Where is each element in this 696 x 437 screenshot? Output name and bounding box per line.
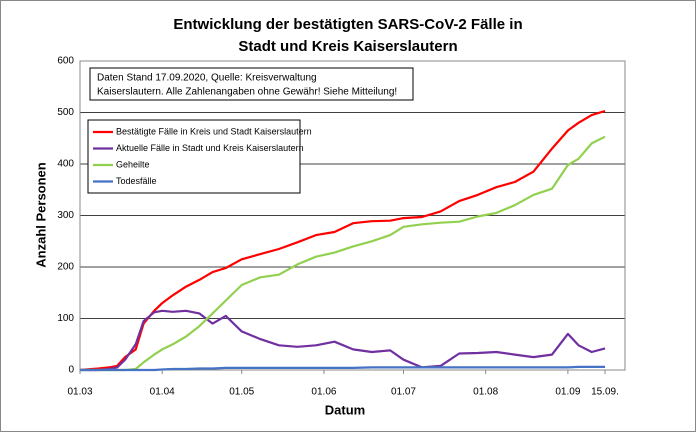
y-tick-label: 200 <box>57 262 74 273</box>
annotation: Kaiserslautern. Alle Zahlenangaben ohne … <box>97 87 397 98</box>
x-tick-label: 01.09 <box>555 387 580 398</box>
x-tick-label: 01.06 <box>311 387 336 398</box>
x-tick-label: 01.08 <box>473 387 498 398</box>
legend-label: Geheilte <box>116 159 150 169</box>
x-tick-label: 01.07 <box>391 387 416 398</box>
legend <box>87 119 301 194</box>
y-tick-label: 500 <box>57 107 74 118</box>
chart-title: Stadt und Kreis Kaiserslautern <box>238 38 457 55</box>
legend-label: Aktuelle Fälle in Stadt und Kreis Kaiser… <box>116 143 304 153</box>
x-tick-label: 01.04 <box>150 387 175 398</box>
annotation-box <box>89 67 414 101</box>
y-axis-title: Anzahl Personen <box>33 162 48 268</box>
series-line <box>80 309 606 372</box>
y-tick-label: 600 <box>57 56 74 67</box>
series-line <box>80 135 606 372</box>
x-tick-label: 15.09. <box>591 387 619 398</box>
plot-frame <box>79 60 626 371</box>
y-tick-label: 0 <box>68 365 74 376</box>
y-tick-label: 300 <box>57 210 74 221</box>
legend-label: Bestätigte Fälle in Kreis und Stadt Kais… <box>116 126 312 136</box>
x-tick-label: 01.03 <box>67 387 92 398</box>
y-tick-label: 100 <box>57 313 74 324</box>
chart-title: Entwicklung der bestätigten SARS-CoV-2 F… <box>173 16 522 33</box>
legend-items: Bestätigte Fälle in Kreis und Stadt Kais… <box>93 126 312 186</box>
series-line <box>80 365 605 372</box>
x-tick-label: 01.05 <box>229 387 254 398</box>
y-tick-label: 400 <box>57 159 74 170</box>
annotation: Daten Stand 17.09.2020, Quelle: Kreisver… <box>97 73 317 84</box>
lines <box>79 109 606 372</box>
legend-label: Todesfälle <box>116 176 157 186</box>
x-axis-title: Datum <box>325 402 365 417</box>
